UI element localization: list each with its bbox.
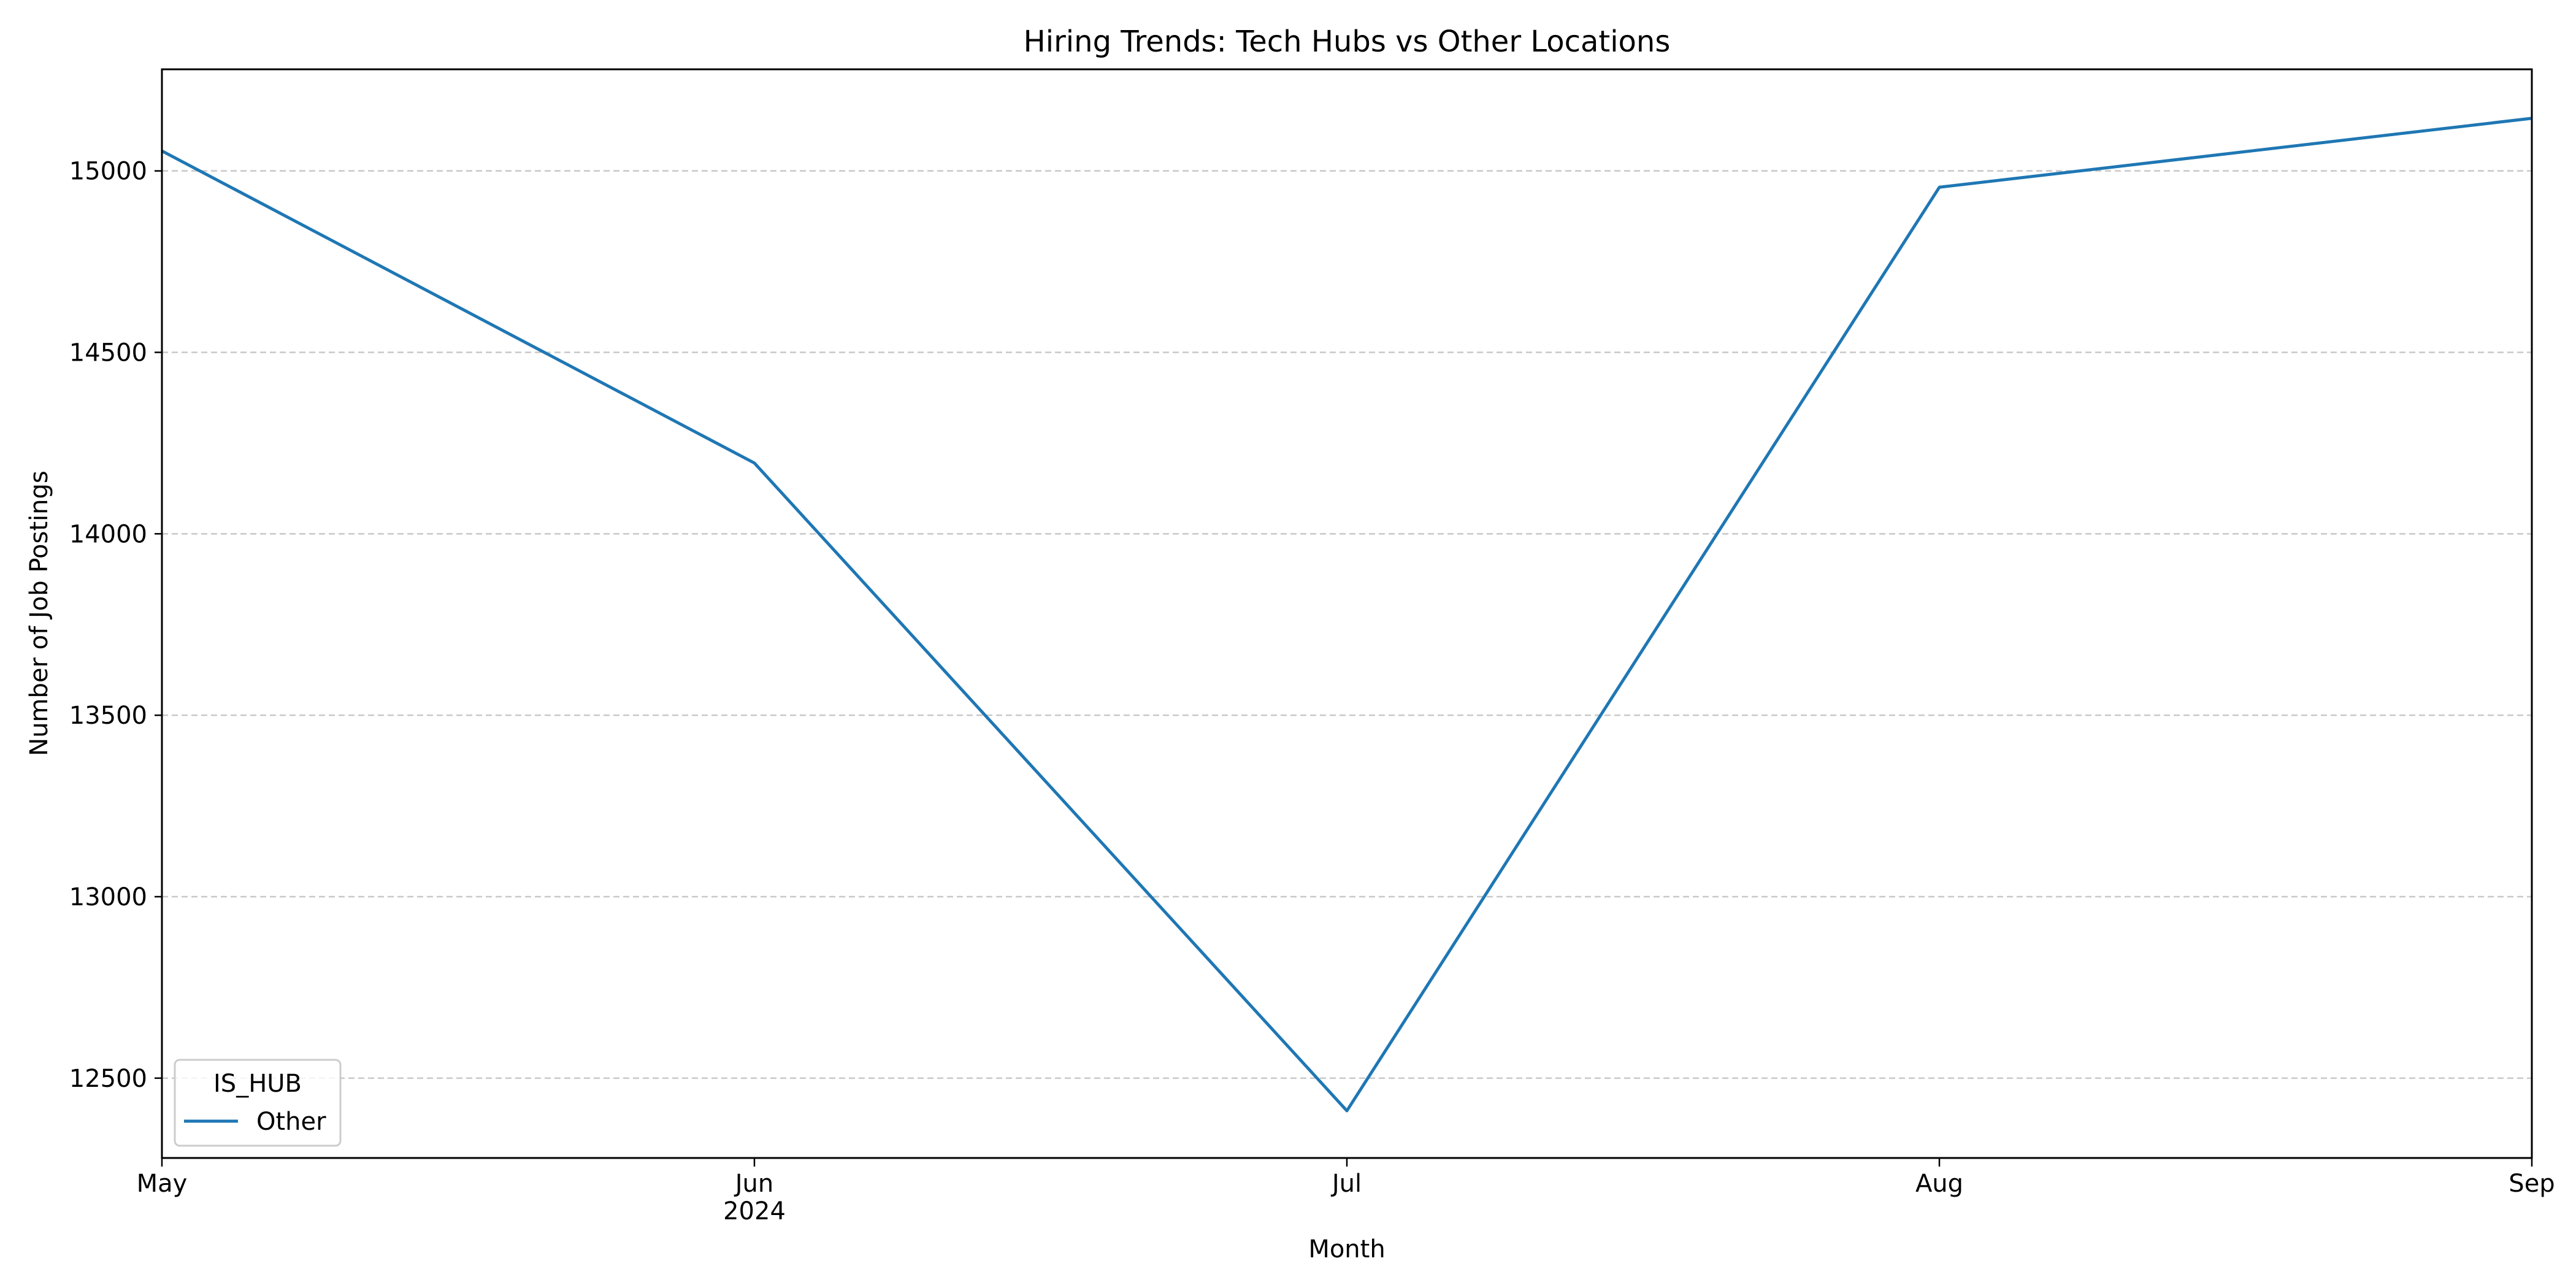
- x-tick-label: Sep: [2509, 1170, 2555, 1198]
- x-tick-label: Jul: [1330, 1170, 1362, 1198]
- y-tick-label: 13000: [69, 883, 147, 911]
- y-axis-ticks: 12500 13000 13500 14000 14500 15000: [69, 158, 162, 1093]
- y-tick-label: 14000: [69, 520, 147, 548]
- legend-box: [174, 1059, 342, 1147]
- x-axis-title: Month: [1308, 1235, 1385, 1263]
- x-tick-label: Aug: [1915, 1170, 1963, 1198]
- x-tick-label: Jun: [734, 1170, 774, 1198]
- y-axis-title: Number of Job Postings: [25, 470, 53, 756]
- y-tick-label: 14500: [69, 339, 147, 367]
- legend: IS_HUB Other: [174, 1059, 342, 1147]
- legend-title: IS_HUB: [213, 1070, 302, 1098]
- series-line: [161, 117, 2532, 1113]
- y-tick-label: 12500: [69, 1065, 147, 1093]
- plot-area-frame: [161, 68, 2533, 1159]
- series-lines: [161, 117, 2532, 1113]
- gridlines: [162, 170, 2532, 1079]
- x-tick-year-label: 2024: [723, 1197, 786, 1225]
- y-tick-label: 13500: [69, 702, 147, 730]
- y-tick-label: 15000: [69, 158, 147, 186]
- legend-label: Other: [256, 1108, 326, 1136]
- chart-title: Hiring Trends: Tech Hubs vs Other Locati…: [1024, 25, 1671, 59]
- x-tick-label: May: [137, 1170, 188, 1198]
